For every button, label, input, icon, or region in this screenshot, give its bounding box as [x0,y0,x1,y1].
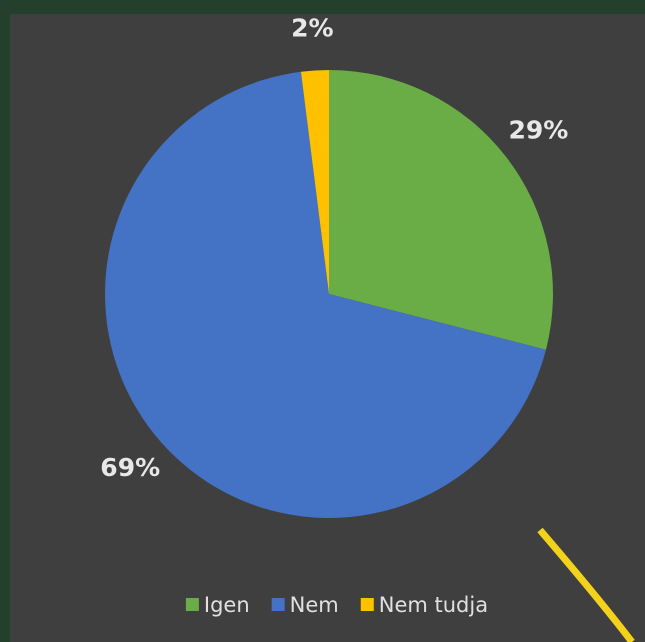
legend-swatch [361,598,374,611]
legend-swatch [186,598,199,611]
legend-label: Nem tudja [379,593,488,617]
page: {"chart_data": {"type": "pie", "categori… [0,0,645,642]
legend-swatch [272,598,285,611]
legend-label: Nem [290,593,339,617]
data-label: 69% [100,453,160,482]
chart: 29% 69% 2% Igen Nem Nem tudja [0,0,645,642]
legend-label: Igen [204,593,250,617]
data-label: 2% [291,14,333,43]
data-label: 29% [508,116,568,145]
